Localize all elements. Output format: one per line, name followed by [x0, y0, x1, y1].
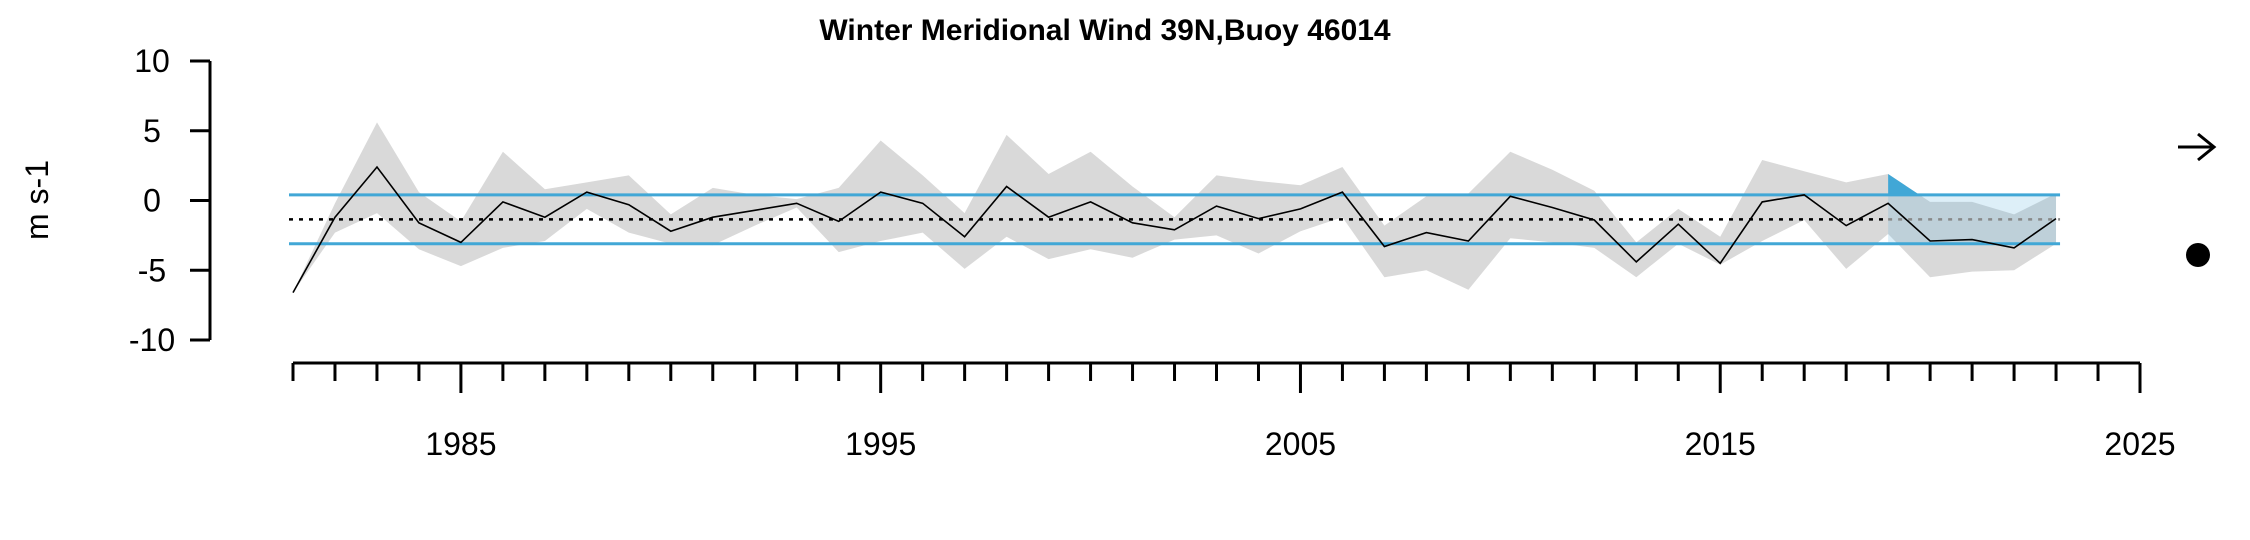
x-tick-label: 2025: [2104, 426, 2175, 462]
y-tick-label: -10: [129, 322, 175, 358]
recent-highlight-above: [1888, 174, 2056, 195]
x-tick-label: 2005: [1265, 426, 1336, 462]
y-tick-label: -5: [138, 252, 166, 288]
y-tick-label: 5: [143, 113, 161, 149]
x-tick-label: 1985: [425, 426, 496, 462]
y-tick-label: 10: [134, 43, 170, 79]
x-tick-label: 1995: [845, 426, 916, 462]
chart-title: Winter Meridional Wind 39N,Buoy 46014: [819, 14, 1391, 47]
x-axis: 1985 1995 2005 2015 2025: [291, 361, 2176, 462]
filled-circle-icon: [2186, 243, 2210, 267]
right-arrow-icon: [2178, 132, 2217, 162]
x-tick-label: 2015: [1685, 426, 1756, 462]
y-tick-label: 0: [143, 183, 161, 219]
series-line: [292, 165, 2057, 293]
y-axis: 10 5 0 -5 -10: [129, 43, 212, 358]
plot-area: [289, 122, 2061, 293]
uncertainty-band: [293, 122, 2056, 293]
y-axis-label: m s-1: [19, 160, 55, 240]
